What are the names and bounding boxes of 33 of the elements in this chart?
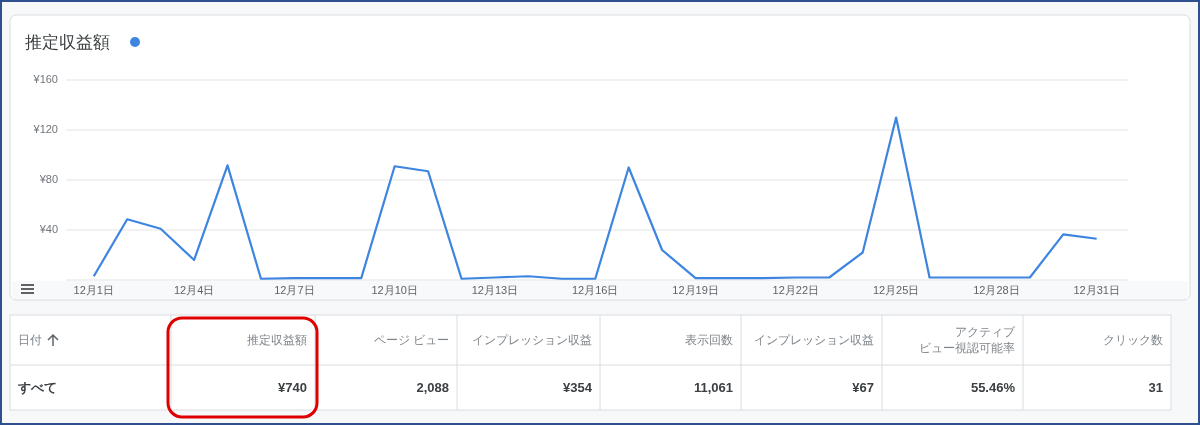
category-label: ページ ビュー — [373, 333, 449, 348]
x-tick-label: 12月22日 — [772, 283, 820, 296]
x-tick-label: 12月28日 — [973, 283, 1020, 296]
category-label: 推定収益額 — [247, 333, 307, 348]
x-tick-label: 12月13日 — [471, 283, 519, 296]
text: 31 — [1148, 380, 1163, 396]
line-series — [92, 116, 1098, 280]
x-tick-label: 12月10日 — [371, 283, 418, 296]
category-label: インプレッション収益 — [754, 333, 874, 348]
x-tick-label: 12月19日 — [672, 283, 719, 296]
text: すべて — [17, 380, 57, 396]
category-label: 表示回数 — [685, 333, 733, 348]
text: ¥354 — [563, 380, 592, 396]
text: 11,061 — [693, 380, 733, 396]
y-tick-label: ¥120 — [32, 122, 58, 135]
x-tick-label: 12月31日 — [1073, 283, 1120, 296]
text: ¥67 — [852, 380, 874, 396]
y-tick-label: ¥160 — [32, 72, 58, 85]
x-tick-label: 12月25日 — [872, 283, 920, 296]
text: 55.46% — [970, 380, 1015, 396]
text: 2,088 — [416, 380, 449, 396]
category-label: クリック数 — [1103, 333, 1163, 348]
category-label: インプレッション収益 — [472, 333, 592, 348]
chart-title: 推定収益額 — [25, 33, 110, 52]
category-label: アクティブビュー視認可能率 — [919, 325, 1016, 356]
text: 日付 — [18, 333, 42, 348]
y-tick-label: ¥40 — [38, 222, 58, 235]
x-tick-label: 12月4日 — [173, 283, 215, 296]
text: ¥740 — [278, 380, 307, 396]
x-tick-label: 12月16日 — [572, 283, 619, 296]
y-tick-label: ¥80 — [38, 172, 58, 185]
x-tick-label: 12月7日 — [274, 283, 315, 296]
x-tick-label: 12月1日 — [73, 283, 114, 296]
